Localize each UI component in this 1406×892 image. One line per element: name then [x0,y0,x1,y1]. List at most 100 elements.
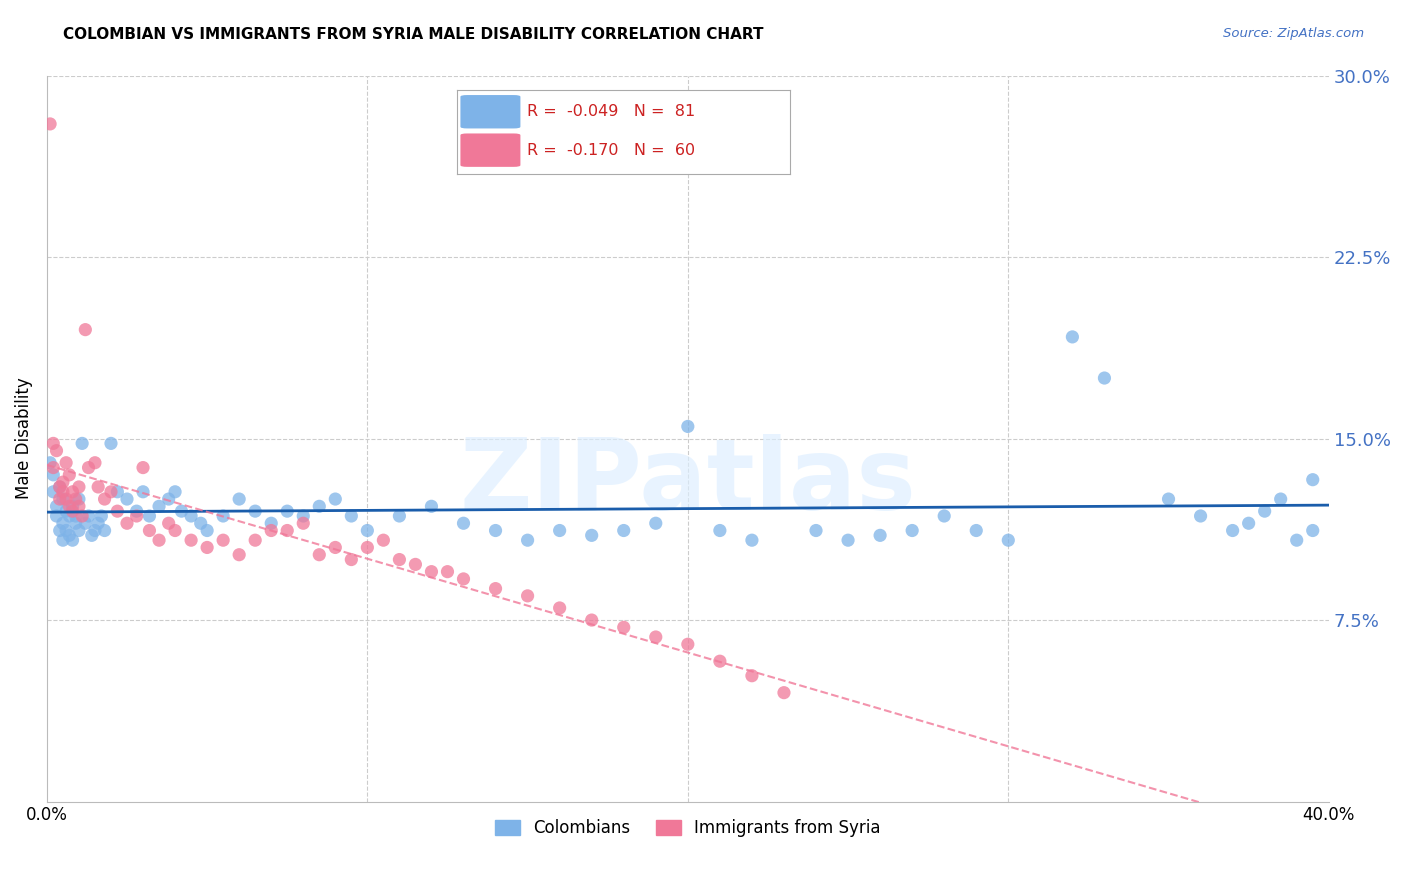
Point [100,484,122,499]
Text: ZIPatlas: ZIPatlas [460,434,917,531]
Point [837,533,859,548]
Point [308,548,330,562]
Point [741,533,763,548]
Point [42,467,65,482]
Point [373,533,395,548]
Point [190,516,212,531]
Point [340,552,363,566]
Point [212,533,235,548]
Point [1222,524,1244,538]
Point [741,669,763,683]
Point [42,436,65,450]
Point [484,524,506,538]
Point [1189,508,1212,523]
Point [55,504,77,518]
Point [1285,533,1308,548]
Point [52,533,75,548]
Point [77,460,100,475]
Point [308,500,330,514]
Point [869,528,891,542]
Point [65,491,87,506]
Point [58,508,80,523]
Point [323,491,346,506]
Point [613,524,636,538]
Point [67,480,90,494]
Point [709,524,731,538]
Point [195,524,218,538]
Point [93,491,115,506]
Point [52,516,75,531]
Point [804,524,827,538]
Point [65,516,87,531]
Point [58,500,80,514]
Point [1302,473,1324,487]
Point [84,524,107,538]
Point [1094,371,1116,385]
Point [115,516,138,531]
Point [1237,516,1260,531]
Point [105,484,128,499]
Point [581,528,603,542]
Point [39,117,62,131]
Point [58,528,80,542]
Point [356,541,378,555]
Point [70,436,93,450]
Point [132,484,155,499]
Point [87,516,110,531]
Point [388,508,411,523]
Point [165,484,187,499]
Point [548,524,571,538]
Point [1253,504,1275,518]
Point [228,491,250,506]
Point [1302,524,1324,538]
Point [613,620,636,634]
Point [45,443,67,458]
Point [245,533,267,548]
Point [62,533,84,548]
Point [516,533,538,548]
Point [292,516,315,531]
Point [115,491,138,506]
Point [90,508,112,523]
Point [1062,330,1084,344]
Y-axis label: Male Disability: Male Disability [15,377,32,500]
Text: Source: ZipAtlas.com: Source: ZipAtlas.com [1223,27,1364,40]
Point [453,516,475,531]
Point [52,484,75,499]
Point [773,686,796,700]
Point [676,419,699,434]
Point [228,548,250,562]
Point [125,508,148,523]
Point [516,589,538,603]
Point [901,524,924,538]
Point [52,491,75,506]
Point [132,460,155,475]
Point [125,504,148,518]
Point [484,582,506,596]
Point [340,508,363,523]
Point [58,467,80,482]
Point [180,533,202,548]
Point [1157,491,1180,506]
Point [67,491,90,506]
Point [292,508,315,523]
Point [245,504,267,518]
Point [676,637,699,651]
Point [356,524,378,538]
Point [548,601,571,615]
Point [93,524,115,538]
Point [100,436,122,450]
Point [453,572,475,586]
Point [48,480,70,494]
Point [48,480,70,494]
Point [84,456,107,470]
Point [420,500,443,514]
Point [212,508,235,523]
Point [581,613,603,627]
Point [709,654,731,668]
Point [52,475,75,489]
Point [1270,491,1292,506]
Point [62,504,84,518]
Point [67,500,90,514]
Point [105,504,128,518]
